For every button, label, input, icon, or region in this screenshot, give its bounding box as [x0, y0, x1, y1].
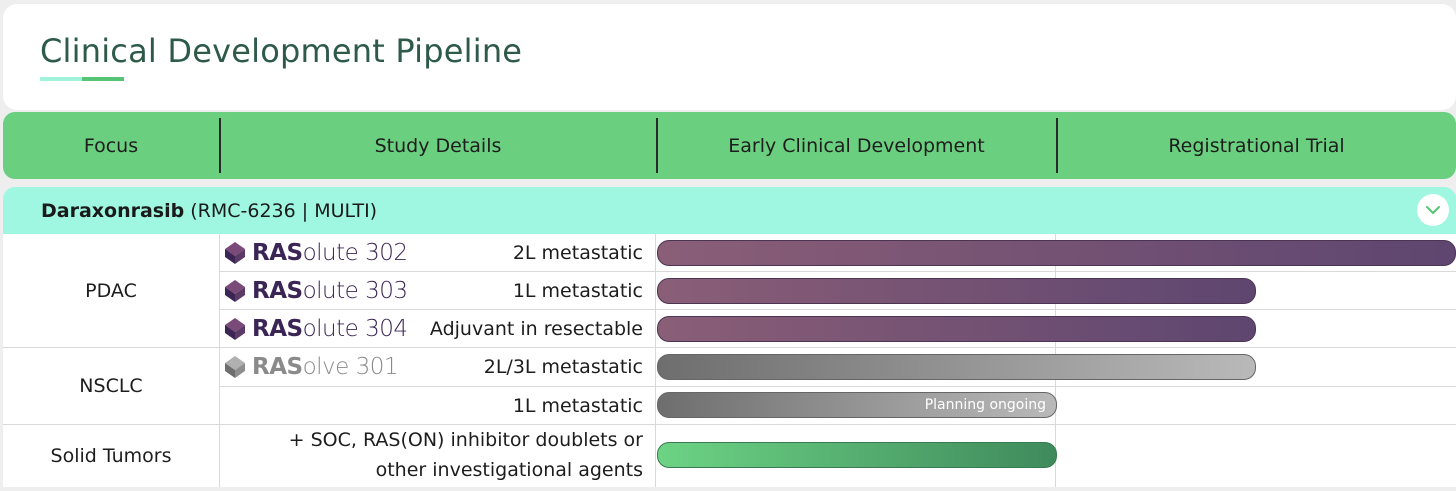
brand-light: olute 302 — [302, 240, 408, 266]
study-detail: 1L metastatic — [512, 280, 643, 302]
brand-bold: RAS — [252, 354, 303, 380]
brand-light: olute 303 — [302, 278, 408, 304]
progress-bar-rasolute-304 — [657, 316, 1256, 342]
title-underline — [40, 77, 124, 81]
header-study-details: Study Details — [374, 134, 502, 157]
study-logo-rasolute-303: RASolute 303 — [224, 272, 408, 310]
brand-light: olute 304 — [302, 316, 408, 342]
grid-line — [219, 271, 1456, 272]
study-detail: Adjuvant in resectable — [429, 318, 643, 340]
drug-name: Daraxonrasib (RMC-6236 | MULTI) — [41, 187, 377, 234]
header-divider — [1056, 118, 1058, 173]
header-focus: Focus — [83, 134, 139, 157]
collapse-button[interactable] — [1417, 194, 1449, 226]
header-divider — [656, 118, 658, 173]
header-registrational: Registrational Trial — [1168, 134, 1345, 157]
study-detail-line: + SOC, RAS(ON) inhibitor doublets or — [288, 429, 643, 451]
study-detail: 1L metastatic — [512, 395, 643, 417]
progress-bar-nsclc-1l: Planning ongoing — [657, 392, 1057, 418]
brand-bold: RAS — [252, 316, 303, 342]
focus-nsclc: NSCLC — [79, 375, 143, 397]
brand-bold: RAS — [252, 240, 303, 266]
progress-bar-rasolute-302 — [657, 240, 1456, 266]
diamond-logo-icon — [225, 242, 245, 264]
diamond-logo-icon — [225, 318, 245, 340]
study-logo-rasolve-301: RASolve 301 — [224, 348, 399, 386]
progress-bar-solid-tumors — [657, 442, 1057, 468]
drug-band[interactable]: Daraxonrasib (RMC-6236 | MULTI) — [3, 187, 1456, 234]
study-detail-line: other investigational agents — [375, 459, 643, 481]
title-card — [3, 4, 1456, 110]
study-detail: 2L/3L metastatic — [483, 356, 643, 378]
page-title: Clinical Development Pipeline — [40, 32, 523, 70]
grid-line — [3, 424, 1456, 425]
brand-bold: RAS — [252, 278, 303, 304]
diamond-logo-icon — [225, 356, 245, 378]
progress-bar-rasolute-303 — [657, 278, 1256, 304]
diamond-logo-icon — [225, 280, 245, 302]
grid-line — [655, 234, 656, 487]
pipeline-header: Focus Study Details Early Clinical Devel… — [3, 112, 1456, 179]
header-divider — [219, 118, 221, 173]
study-logo-rasolute-304: RASolute 304 — [224, 310, 408, 348]
chevron-down-icon — [1426, 206, 1440, 214]
bar-label: Planning ongoing — [924, 397, 1046, 413]
grid-line — [219, 386, 1456, 387]
focus-solid-tumors: Solid Tumors — [50, 445, 172, 467]
grid-line — [219, 309, 1456, 310]
focus-pdac: PDAC — [85, 279, 137, 302]
study-detail: 2L metastatic — [512, 242, 643, 264]
brand-light: olve 301 — [302, 354, 399, 380]
drug-code: (RMC-6236 | MULTI) — [190, 199, 378, 222]
drug-name-bold: Daraxonrasib — [41, 199, 185, 222]
study-logo-rasolute-302: RASolute 302 — [224, 234, 408, 272]
grid-line — [219, 234, 220, 487]
study-detail-multiline: + SOC, RAS(ON) inhibitor doublets or oth… — [289, 425, 643, 487]
progress-bar-rasolve-301 — [657, 354, 1256, 380]
header-early-clinical: Early Clinical Development — [728, 134, 985, 157]
grid-line — [3, 347, 1456, 348]
